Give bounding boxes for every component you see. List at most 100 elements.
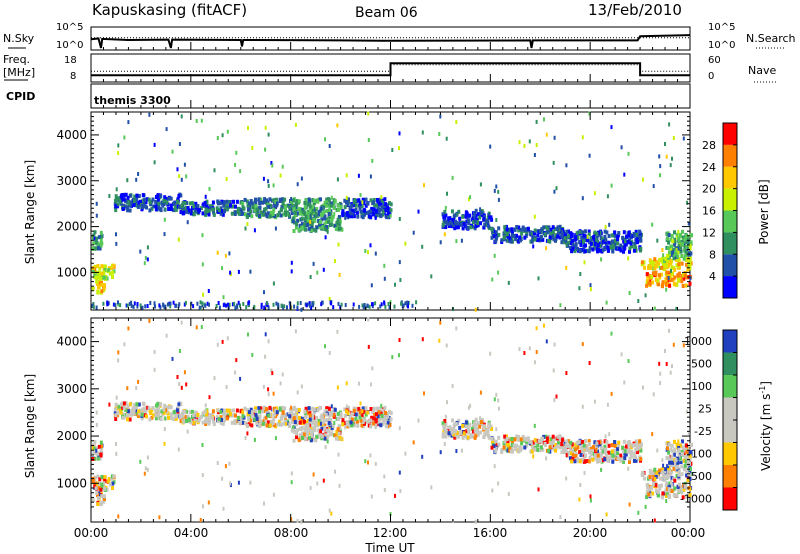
power-point [606, 245, 610, 250]
velocity-point [482, 435, 486, 439]
power-point [272, 183, 275, 188]
velocity-point [263, 416, 266, 421]
power-point [223, 209, 226, 214]
velocity-point [671, 449, 675, 454]
power-point [95, 201, 98, 206]
power-point [500, 238, 504, 243]
power-point [658, 273, 661, 278]
velocity-point [304, 437, 307, 442]
power-point [673, 281, 677, 286]
power-point [643, 265, 647, 270]
power-point [332, 204, 335, 209]
velocity-point [135, 385, 138, 390]
power-point [582, 238, 586, 243]
velocity-point [479, 430, 482, 435]
power-point [593, 191, 596, 196]
power-point [616, 237, 620, 242]
velocity-point [290, 408, 294, 413]
velocity-point [321, 420, 325, 425]
velocity-point [164, 406, 168, 411]
velocity-point [565, 453, 568, 458]
power-point [667, 256, 671, 260]
power-point [389, 208, 393, 213]
power-point [308, 204, 312, 209]
velocity-point [469, 403, 472, 408]
velocity-point [362, 410, 366, 414]
power-point [452, 223, 455, 227]
power-point [460, 238, 463, 243]
power-point [208, 186, 211, 191]
power-point [97, 235, 101, 240]
velocity-point [150, 415, 154, 420]
velocity-point [184, 414, 188, 419]
power-point [406, 300, 409, 305]
power-point [338, 219, 342, 224]
velocity-point [100, 494, 104, 499]
power-point [670, 234, 674, 238]
velocity-point [370, 416, 374, 421]
power-point [536, 233, 540, 238]
velocity-point [665, 499, 668, 503]
velocity-point [371, 366, 374, 371]
power-point [670, 265, 674, 270]
velocity-point [196, 413, 200, 417]
power-point [280, 204, 284, 209]
velocity-point [234, 413, 237, 418]
power-point [91, 246, 95, 251]
nave-label: Nave [748, 64, 776, 77]
velocity-point [277, 419, 281, 424]
velocity-point [317, 421, 321, 426]
velocity-point [280, 413, 284, 418]
velocity-point [491, 440, 495, 445]
power-point [267, 179, 270, 184]
velocity-point [554, 443, 558, 447]
power-point [343, 198, 347, 203]
velocity-point [192, 420, 196, 425]
velocity-point [283, 414, 287, 419]
velocity-point [645, 495, 649, 500]
power-point [621, 235, 625, 240]
velocity-point [312, 472, 315, 477]
velocity-point [229, 481, 232, 486]
power-point [353, 198, 357, 202]
power-point [352, 302, 355, 307]
power-point [675, 306, 678, 311]
velocity-point [182, 419, 186, 424]
velocity-point [674, 468, 678, 472]
velocity-point [421, 454, 424, 459]
power-point [328, 208, 331, 213]
power-point [688, 256, 692, 261]
power-point [180, 193, 183, 198]
power-point [290, 211, 294, 216]
power-point [489, 144, 492, 149]
velocity-point [670, 443, 674, 448]
power-point [687, 221, 690, 226]
power-point [100, 264, 104, 269]
power-point [490, 235, 494, 240]
velocity-point [293, 420, 297, 424]
power-point [180, 114, 183, 119]
power-point [564, 233, 568, 238]
velocity-point [682, 487, 686, 492]
x-tick-label: 20:00 [573, 526, 608, 540]
velocity-point [336, 427, 340, 432]
power-point [316, 270, 319, 275]
power-point [357, 173, 360, 178]
velocity-point [646, 489, 650, 494]
power-point [336, 226, 340, 231]
power-point [111, 270, 115, 275]
velocity-point [538, 438, 542, 443]
power-point [510, 233, 514, 238]
power-point [358, 206, 362, 211]
power-point [346, 202, 350, 207]
velocity-point [455, 326, 458, 331]
power-point [308, 202, 312, 206]
power-point [394, 282, 396, 287]
power-point [177, 193, 181, 198]
velocity-point [574, 447, 578, 452]
power-point [157, 203, 161, 208]
velocity-point [354, 416, 358, 421]
velocity-point [653, 518, 656, 523]
velocity-point [388, 409, 392, 414]
velocity-point [103, 494, 106, 499]
